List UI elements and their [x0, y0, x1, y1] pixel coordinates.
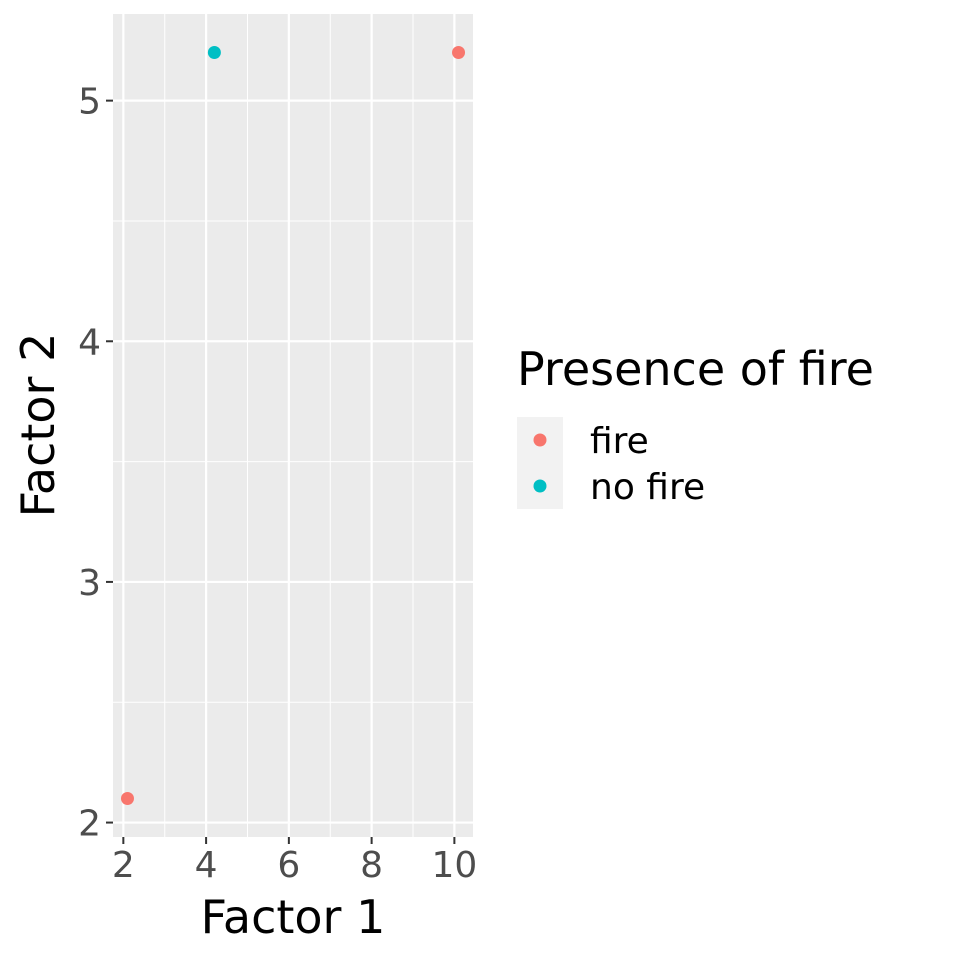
y-axis-title: Factor 2 — [11, 333, 65, 518]
legend: Presence of fire fire no fire — [517, 342, 874, 509]
y-tick-label: 4 — [78, 322, 101, 363]
legend-key-background — [517, 417, 563, 509]
y-tick-label: 2 — [78, 804, 101, 845]
legend-items: fire no fire — [533, 421, 705, 508]
y-axis: 2 3 4 5 — [78, 82, 113, 845]
y-tick-label: 5 — [78, 82, 101, 123]
plot-panel — [113, 14, 473, 837]
legend-key — [533, 479, 547, 493]
x-axis-title: Factor 1 — [201, 890, 386, 944]
x-tick-label: 8 — [360, 845, 383, 886]
legend-label: fire — [590, 421, 649, 462]
x-tick-label: 10 — [431, 845, 477, 886]
x-tick-label: 4 — [195, 845, 218, 886]
data-point — [452, 46, 466, 60]
data-points — [120, 46, 466, 805]
data-point — [207, 46, 221, 60]
major-gridlines — [113, 14, 473, 837]
data-point — [120, 791, 134, 805]
legend-title: Presence of fire — [517, 342, 874, 396]
x-tick-label: 2 — [112, 845, 135, 886]
x-tick-label: 6 — [277, 845, 300, 886]
y-tick-label: 3 — [78, 563, 101, 604]
legend-label: no fire — [590, 467, 705, 508]
legend-key — [533, 433, 547, 447]
x-axis: 2 4 6 8 10 — [112, 837, 477, 886]
minor-gridlines — [113, 14, 473, 837]
